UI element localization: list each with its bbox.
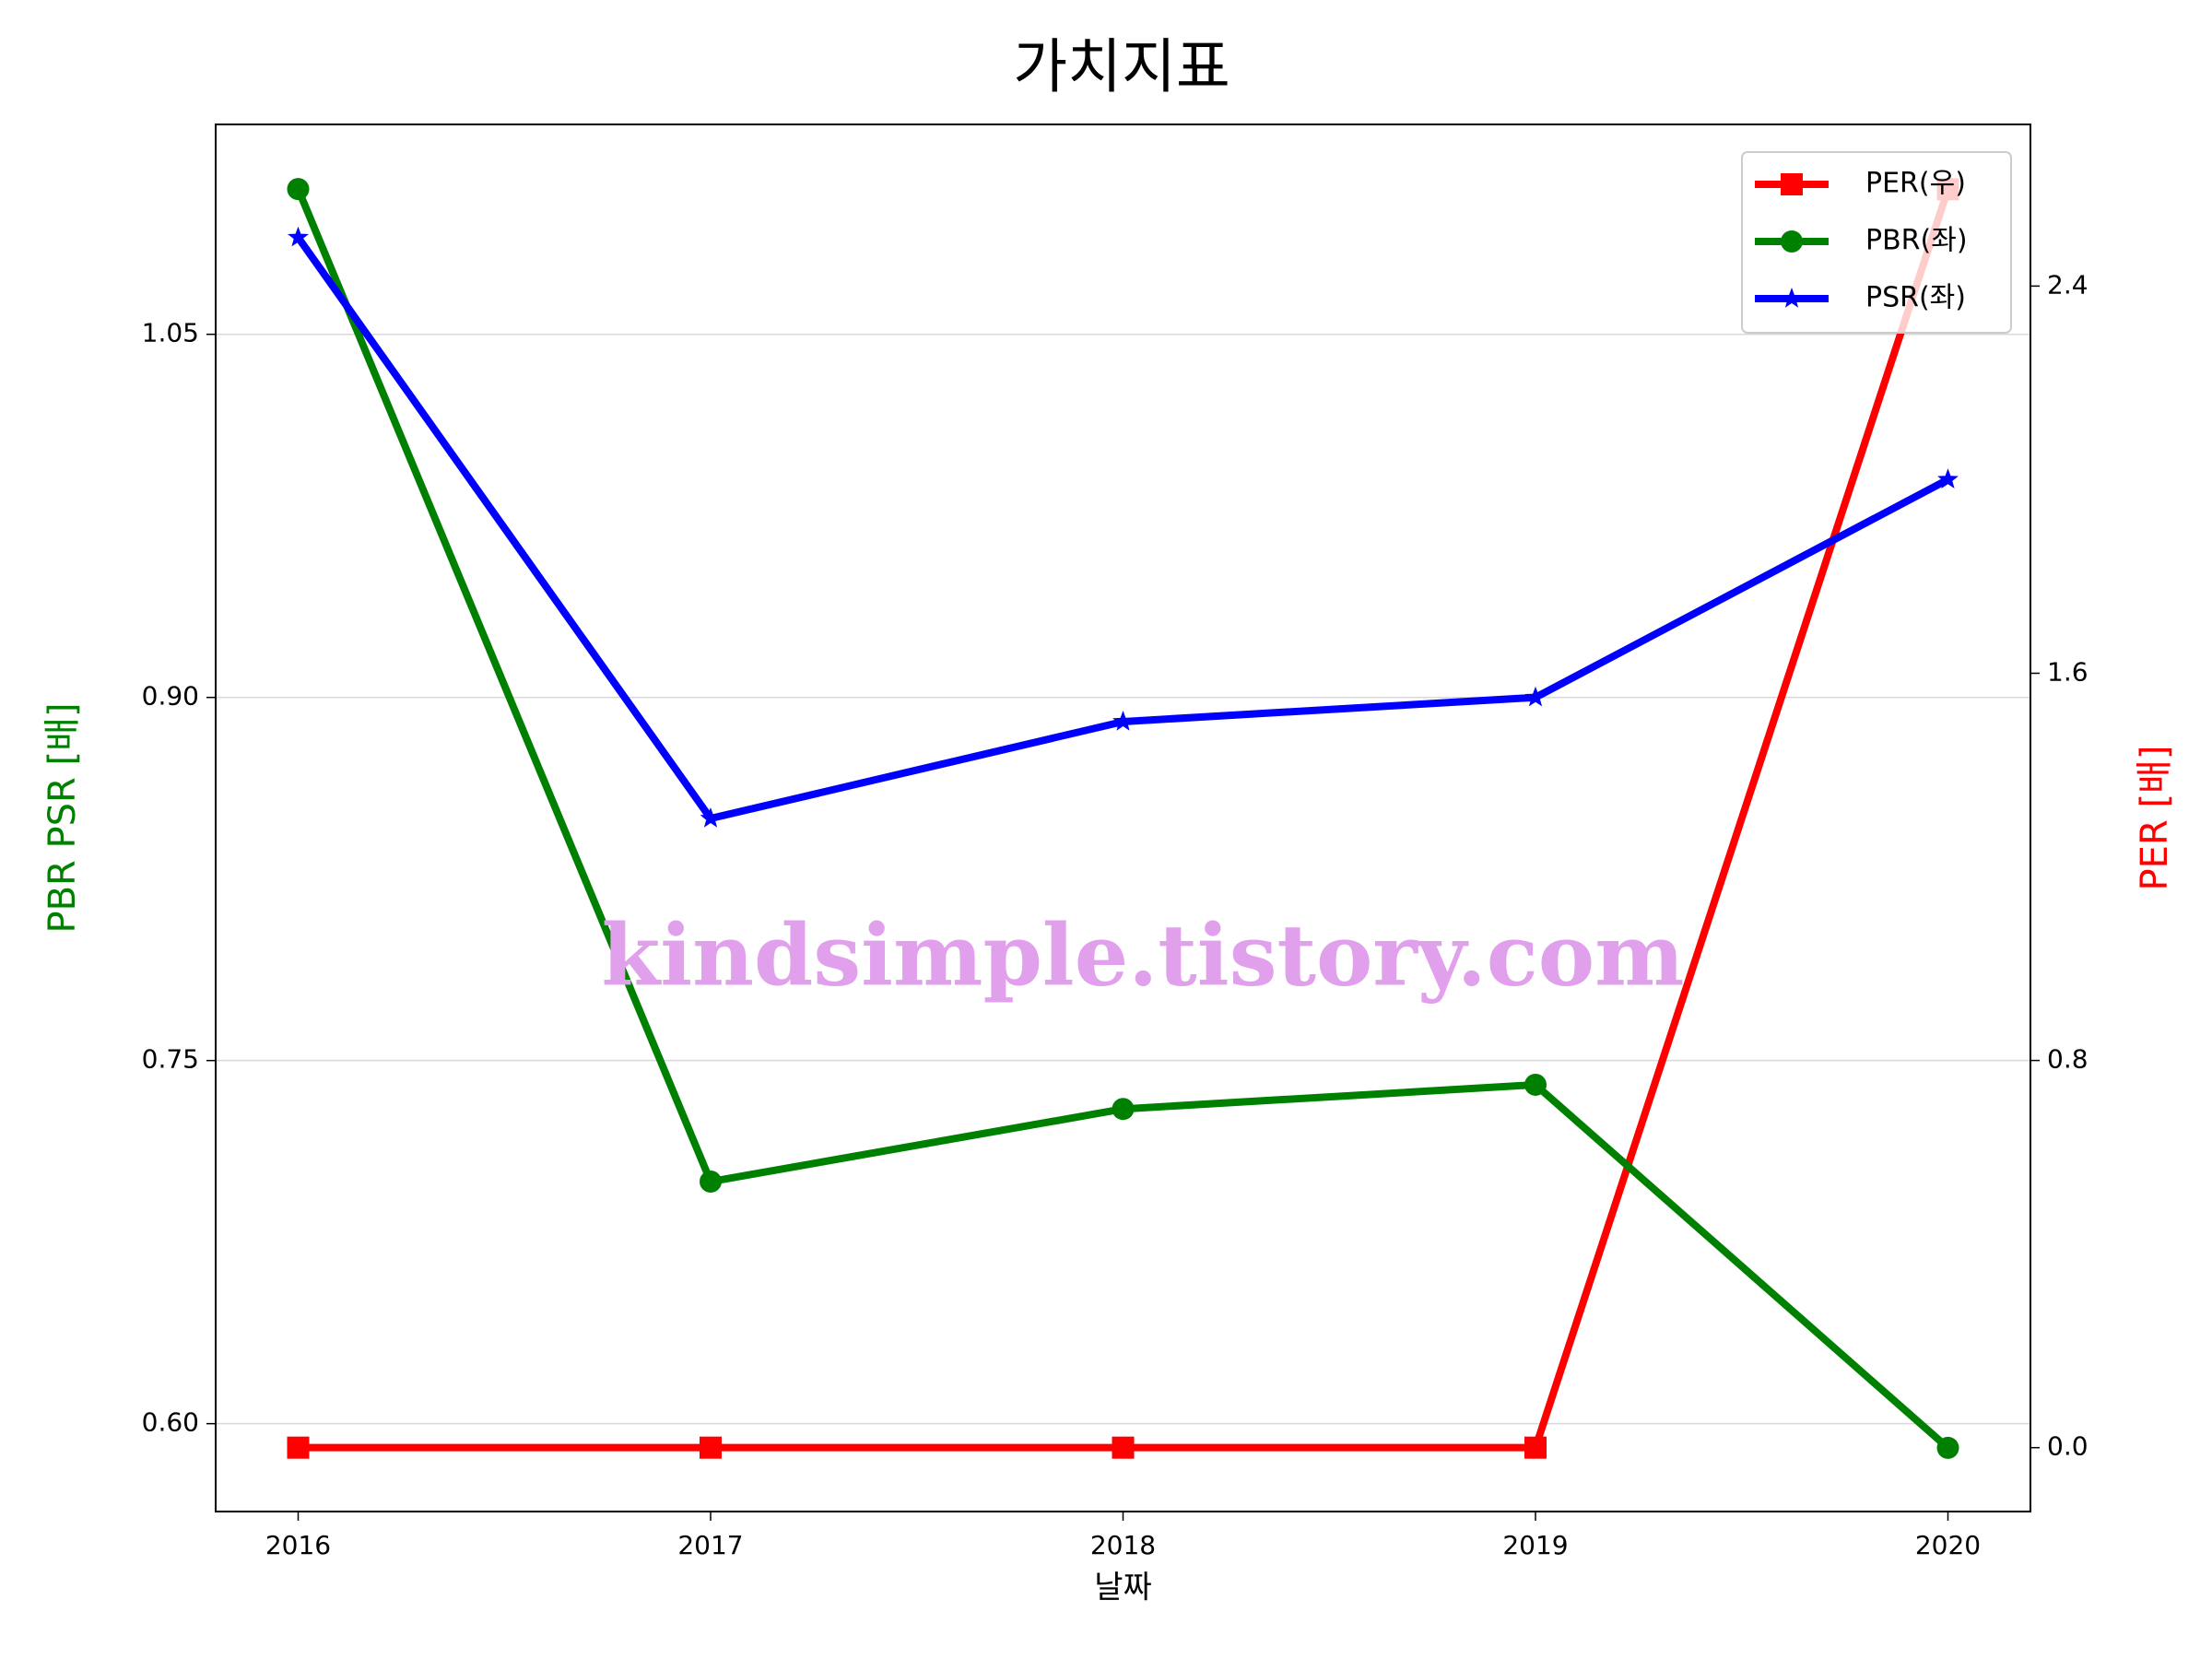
y-tick-label: 0.60 bbox=[142, 1407, 199, 1438]
y-tick-label: 1.05 bbox=[142, 318, 199, 348]
chart-title: 가치지표 bbox=[1013, 34, 1230, 102]
x-tick-label: 2016 bbox=[265, 1530, 331, 1560]
marker bbox=[1781, 230, 1803, 253]
series-line bbox=[298, 188, 1952, 1452]
marker bbox=[1112, 711, 1134, 731]
y2-tick-label: 0.0 bbox=[2047, 1431, 2088, 1462]
marker bbox=[1781, 288, 1803, 308]
y-tick-label: 0.90 bbox=[142, 681, 199, 712]
marker bbox=[1524, 1436, 1547, 1459]
marker bbox=[1524, 686, 1547, 707]
marker bbox=[1936, 1436, 1959, 1459]
x-tick-label: 2020 bbox=[1915, 1530, 1981, 1560]
y-axis-label: PBR PSR [배] bbox=[41, 702, 84, 933]
series-line bbox=[294, 187, 1951, 1451]
marker bbox=[700, 807, 722, 828]
x-tick-label: 2019 bbox=[1502, 1530, 1568, 1560]
legend-label: PSR(좌) bbox=[1865, 282, 1966, 314]
marker bbox=[700, 1436, 722, 1459]
watermark: kindsimple.tistory.com bbox=[601, 906, 1684, 1006]
legend-label: PBR(좌) bbox=[1865, 225, 1968, 257]
marker bbox=[287, 1436, 310, 1459]
marker bbox=[700, 1171, 722, 1194]
y-tick-label: 0.75 bbox=[142, 1044, 199, 1075]
legend-box bbox=[1741, 151, 2012, 334]
marker bbox=[287, 178, 310, 201]
marker bbox=[1524, 1073, 1547, 1096]
marker bbox=[1112, 1098, 1135, 1121]
plot-frame bbox=[215, 124, 2031, 1512]
x-tick-label: 2018 bbox=[1090, 1530, 1156, 1560]
marker bbox=[288, 226, 309, 247]
y2-tick-label: 2.4 bbox=[2047, 269, 2088, 300]
marker bbox=[1112, 1436, 1135, 1459]
x-tick-label: 2017 bbox=[677, 1530, 743, 1560]
series-line bbox=[295, 235, 1950, 823]
x-axis-label: 날짜 bbox=[1094, 1570, 1152, 1606]
legend-label: PER(우) bbox=[1865, 168, 1966, 200]
y2-tick-label: 0.8 bbox=[2047, 1044, 2088, 1075]
y2-axis-label: PER [배] bbox=[2134, 746, 2176, 891]
marker bbox=[1937, 468, 1959, 488]
marker bbox=[1781, 173, 1803, 195]
y2-tick-label: 1.6 bbox=[2047, 656, 2088, 687]
